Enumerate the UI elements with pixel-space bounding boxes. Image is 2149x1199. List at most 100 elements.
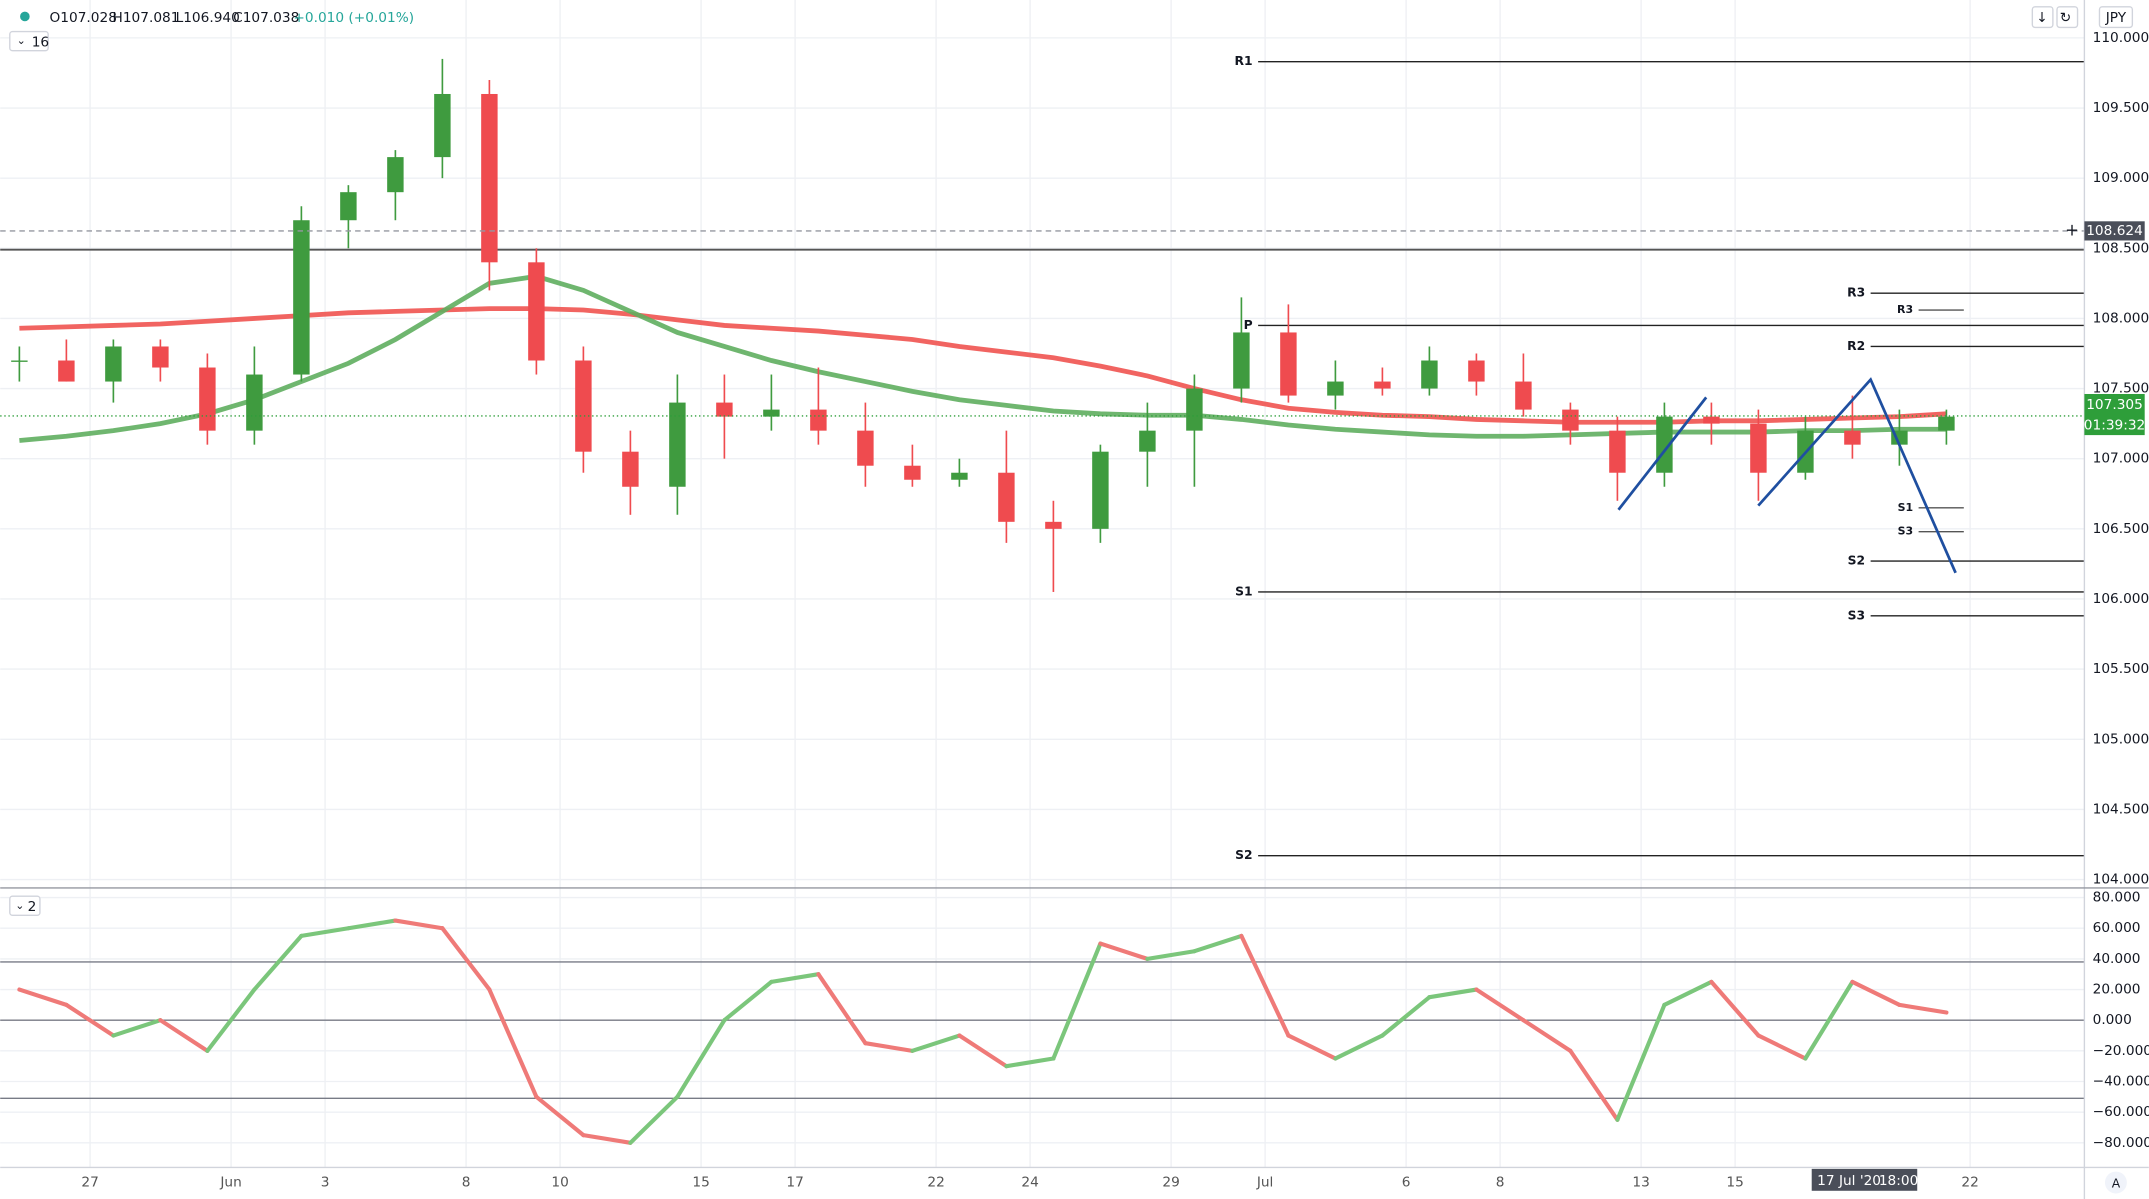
y-tick-label: 109.500 [2093, 100, 2149, 116]
candle-body [1750, 423, 1767, 473]
x-tick-label: 15 [1726, 1175, 1743, 1191]
crosshair-plus: + [2065, 220, 2079, 239]
currency[interactable]: JPY [2105, 10, 2127, 26]
y-tick-label: 0.000 [2093, 1012, 2132, 1028]
pivot-label: R3 [1847, 286, 1865, 300]
candle-body [105, 346, 122, 382]
candle-body [1186, 388, 1203, 431]
y-tick-label: 105.000 [2093, 731, 2149, 747]
candle-body [622, 451, 639, 487]
candle-body [1468, 360, 1485, 382]
oscillator-segment [252, 933, 304, 992]
oscillator-segment [1333, 1033, 1385, 1061]
moving-average [19, 306, 1947, 425]
candle-body [857, 430, 874, 466]
crosshair-time-box [1811, 1168, 1918, 1191]
oscillator-segment [346, 918, 398, 931]
pivot-label: R3 [1897, 303, 1913, 316]
y-tick-label: 110.000 [2093, 30, 2149, 46]
y-tick-label: 107.500 [2093, 381, 2149, 397]
candle-body [1703, 416, 1720, 424]
download-button[interactable] [2031, 6, 2054, 29]
candle-body [1421, 360, 1438, 389]
last-price-label: 107.305 [2086, 397, 2143, 413]
oscillator-segment [111, 1018, 163, 1038]
oscillator-segment [628, 1094, 680, 1145]
indicator-count[interactable]: 16 [32, 34, 49, 50]
oscillator-segment [17, 987, 69, 1007]
auto-scale-button[interactable] [2104, 1171, 2127, 1194]
y-tick-label: 108.000 [2093, 310, 2149, 326]
reset-button[interactable] [2056, 6, 2079, 29]
oscillator-segment [64, 1002, 116, 1038]
indicator-count[interactable]: 2 [28, 899, 37, 915]
candle-body [951, 472, 968, 480]
candle-body [1045, 521, 1062, 529]
candle-body [434, 93, 451, 158]
oscillator-segment [534, 1094, 586, 1138]
x-tick-label: 3 [321, 1175, 330, 1191]
ohlc-close: C107.038 [233, 10, 299, 26]
x-tick-label: 17 [786, 1175, 803, 1191]
oscillator-segment [487, 987, 539, 1099]
x-tick-label: 15 [692, 1175, 709, 1191]
crosshair-hour: 18:00 [1879, 1173, 1918, 1189]
candle-body [11, 360, 28, 362]
countdown-label: 01:39:32 [2084, 418, 2145, 434]
candle-body [199, 367, 216, 431]
oscillator-segment [1098, 941, 1150, 961]
reset-icon[interactable]: ↻ [2060, 10, 2071, 26]
oscillator-segment [863, 1041, 915, 1053]
y-tick-label: 108.500 [2093, 240, 2149, 256]
crosshair-price-label: 108.624 [2086, 223, 2143, 239]
chevron[interactable]: ⌄ [15, 899, 24, 912]
y-tick-label: 107.000 [2093, 451, 2149, 467]
oscillator-segment [1239, 933, 1291, 1038]
indicator-toggle[interactable] [9, 895, 41, 917]
candle-body [1327, 381, 1344, 396]
ohlc-high: H107.081 [113, 10, 180, 26]
oscillator-segment [816, 972, 868, 1046]
candle-body [575, 360, 592, 452]
candle-body [1092, 451, 1109, 529]
crosshair-time: 17 Jul '20 [1817, 1173, 1881, 1189]
y-tick-label: −80.000 [2093, 1135, 2149, 1151]
candle-body [528, 262, 545, 361]
candle-body [58, 360, 75, 382]
pivot-label: S1 [1898, 501, 1914, 514]
candle-body [1515, 381, 1532, 410]
oscillator-segment [158, 1018, 210, 1053]
candle-body [246, 374, 263, 431]
y-tick-label: −60.000 [2093, 1104, 2149, 1120]
oscillator-segment [205, 987, 257, 1053]
chevron[interactable]: ⌄ [17, 34, 26, 47]
download-icon[interactable]: ↓ [2036, 10, 2047, 26]
x-tick-label: 8 [1496, 1175, 1505, 1191]
ohlc-change: +0.010 (+0.01%) [293, 10, 414, 26]
pivot-label: S3 [1848, 608, 1865, 622]
candle-body [1233, 332, 1250, 389]
y-tick-label: 106.000 [2093, 591, 2149, 607]
oscillator-segment [1004, 1056, 1056, 1069]
oscillator-segment [1051, 941, 1103, 1061]
x-tick-label: 10 [551, 1175, 568, 1191]
oscillator-segment [769, 972, 821, 984]
candle-body [1938, 416, 1955, 431]
trend-line [1617, 396, 1708, 511]
candle-body [1609, 430, 1626, 473]
oscillator-segment [1474, 987, 1526, 1023]
x-tick-label: Jun [219, 1175, 241, 1191]
auto-scale[interactable]: A [2112, 1176, 2121, 1190]
candle-body [716, 402, 733, 417]
y-tick-label: −40.000 [2093, 1074, 2149, 1090]
y-tick-label: −20.000 [2093, 1043, 2149, 1059]
x-tick-label: 13 [1632, 1175, 1649, 1191]
currency-box[interactable] [2098, 6, 2134, 29]
candle-body [481, 93, 498, 263]
indicator-toggle[interactable] [9, 30, 49, 52]
oscillator-segment [299, 926, 351, 938]
candle-body [1374, 381, 1391, 389]
candle-body [152, 346, 169, 368]
